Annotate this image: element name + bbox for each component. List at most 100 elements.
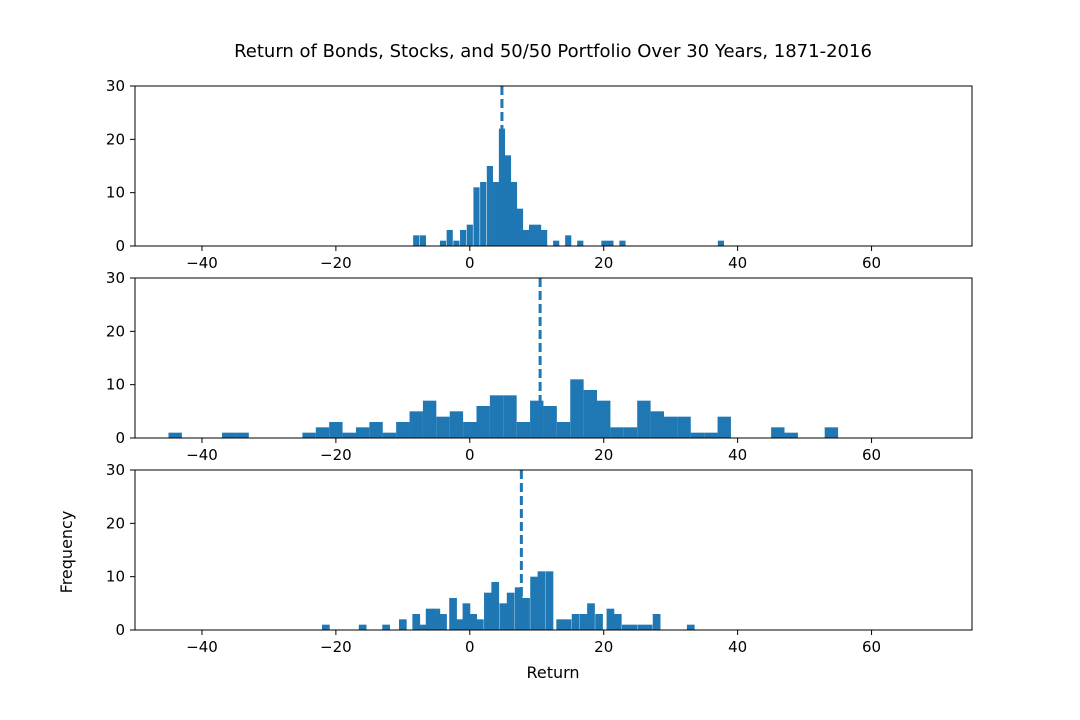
histogram-bar — [629, 624, 638, 630]
histogram-bar — [329, 422, 343, 438]
histogram-bar — [369, 422, 383, 438]
histogram-bar — [425, 608, 434, 630]
histogram-bar — [530, 576, 538, 630]
histogram-bar — [358, 624, 367, 630]
histogram-bar — [492, 182, 499, 246]
histogram-bar — [663, 416, 678, 438]
histogram-bar — [382, 432, 397, 438]
histogram-bar — [510, 182, 518, 246]
histogram-bar — [321, 624, 330, 630]
y-tick-label: 0 — [115, 621, 125, 639]
subplot-portfolio: −40 −20 0 20 40 60 0 10 20 30 — [106, 461, 973, 656]
y-tick-label: 0 — [115, 237, 125, 255]
histogram-bar — [503, 395, 517, 438]
axes-frame — [134, 469, 973, 631]
x-tick-label: 0 — [465, 254, 475, 272]
histogram-bar — [556, 619, 565, 630]
x-tick-label: 40 — [728, 638, 747, 656]
histogram-bar — [619, 240, 626, 246]
y-tick-label: 20 — [106, 514, 125, 532]
histogram-bar — [784, 432, 798, 438]
histogram-bar — [522, 230, 530, 246]
histogram-bar — [439, 240, 447, 246]
histogram-bar — [637, 400, 651, 438]
x-tick-label: −40 — [186, 446, 218, 464]
histogram-bar — [419, 624, 427, 630]
histogram-bar — [516, 208, 524, 246]
histogram-bar — [583, 390, 598, 438]
histogram-bar — [717, 240, 724, 246]
x-tick-label: 40 — [728, 254, 747, 272]
histogram-bar — [541, 230, 548, 246]
histogram-bar — [453, 240, 460, 246]
histogram-bar — [577, 240, 584, 246]
histogram-bar — [419, 235, 427, 246]
histogram-bar — [480, 182, 487, 246]
histogram-bar — [342, 432, 356, 438]
histogram-bar — [637, 624, 646, 630]
histogram-bar — [491, 582, 500, 630]
x-tick-label: 60 — [862, 638, 881, 656]
histogram-bar — [498, 128, 506, 246]
histogram-bar — [462, 603, 471, 630]
histogram-bar — [504, 155, 512, 246]
histogram-bar — [409, 411, 423, 438]
histogram-bar — [516, 422, 531, 438]
x-tick-label: −40 — [186, 638, 218, 656]
y-tick-label: 20 — [106, 322, 125, 340]
histogram-bar — [528, 224, 536, 246]
histogram-bar — [449, 598, 457, 630]
y-tick-label: 0 — [115, 429, 125, 447]
histogram-bar — [476, 406, 490, 438]
histogram-bar — [545, 571, 554, 630]
histogram-bar — [484, 592, 492, 630]
y-tick-label: 10 — [106, 568, 125, 586]
histogram-bar — [473, 187, 480, 246]
histogram-bar — [506, 592, 515, 630]
histogram-bar — [460, 230, 467, 246]
histogram-bar — [601, 240, 608, 246]
y-tick-label: 30 — [106, 269, 125, 287]
histogram-bar — [587, 603, 595, 630]
x-tick-label: 20 — [594, 638, 613, 656]
histogram-bar — [571, 614, 580, 630]
y-tick-label: 10 — [106, 184, 125, 202]
histogram-bar — [553, 240, 560, 246]
histogram-bar — [222, 432, 236, 438]
x-tick-label: −40 — [186, 254, 218, 272]
histogram-bar — [613, 614, 622, 630]
y-axis-label: Frequency — [57, 511, 76, 594]
histogram-bar — [556, 422, 571, 438]
histogram-bar — [621, 624, 630, 630]
histogram-bar — [432, 608, 441, 630]
histogram-bar — [652, 614, 661, 630]
y-tick-label: 10 — [106, 376, 125, 394]
histogram-bar — [446, 230, 453, 246]
histogram-bar — [439, 614, 447, 630]
histogram-bar — [677, 416, 691, 438]
histogram-bar — [382, 624, 390, 630]
axes-frame — [134, 85, 973, 247]
x-axis-label: Return — [526, 663, 579, 682]
histogram-bar — [771, 427, 785, 438]
histogram-bar — [489, 395, 504, 438]
y-tick-label: 30 — [106, 77, 125, 95]
histogram-bar — [570, 379, 584, 438]
subplot-stocks: −40 −20 0 20 40 60 0 10 20 30 — [106, 269, 973, 464]
histogram-bar — [537, 571, 546, 630]
x-tick-label: −20 — [320, 638, 352, 656]
histogram-bar — [644, 624, 653, 630]
x-tick-label: −20 — [320, 446, 352, 464]
histogram-bar — [530, 400, 544, 438]
histogram-bar — [522, 598, 530, 630]
histogram-bar — [717, 416, 731, 438]
histogram-bar — [690, 432, 705, 438]
x-tick-label: 40 — [728, 446, 747, 464]
histogram-bar — [436, 416, 450, 438]
histogram-bar — [543, 406, 557, 438]
histogram-bar — [466, 224, 473, 246]
histogram-bar — [315, 427, 330, 438]
y-tick-label: 30 — [106, 461, 125, 479]
histogram-bar — [469, 614, 477, 630]
